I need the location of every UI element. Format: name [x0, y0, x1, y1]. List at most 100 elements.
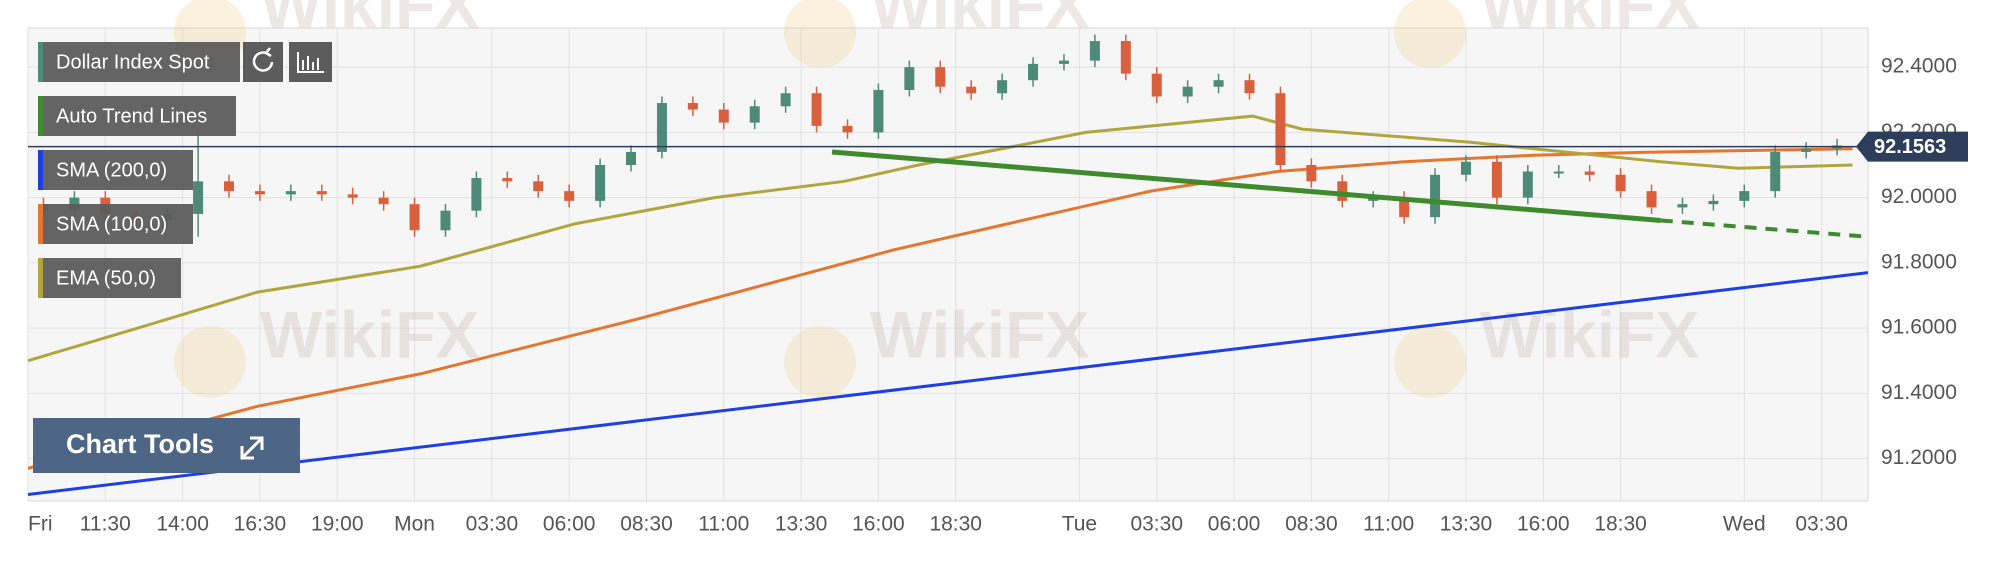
legend-item[interactable]: SMA (100,0) — [38, 204, 193, 244]
legend-swatch — [38, 150, 43, 190]
x-tick-label: Wed — [1723, 513, 1766, 536]
x-tick-label: 19:00 — [311, 513, 364, 536]
legend-item[interactable]: EMA (50,0) — [38, 258, 181, 298]
candle-body — [656, 103, 667, 152]
candle-body — [1244, 80, 1255, 94]
y-tick-label: 92.0000 — [1881, 185, 1957, 208]
candle-body — [1337, 181, 1348, 201]
candle-body — [347, 194, 358, 198]
legend-label: SMA (100,0) — [56, 213, 167, 235]
candle-body — [224, 181, 235, 192]
line-projection — [1660, 218, 1869, 239]
candle-body — [873, 89, 884, 133]
x-tick-label: 03:30 — [466, 513, 519, 536]
legend-item[interactable]: Auto Trend Lines — [38, 96, 236, 136]
expand-icon — [240, 436, 264, 460]
watermark: WikiFX — [1480, 0, 1699, 41]
y-tick-label: 91.8000 — [1881, 250, 1957, 273]
candle-body — [502, 178, 513, 182]
refresh-icon — [252, 47, 274, 72]
candle-body — [285, 191, 296, 195]
watermark: WikiFX — [1480, 297, 1699, 371]
x-tick-label: 03:30 — [1130, 513, 1183, 536]
watermark: WikiFX — [870, 297, 1089, 371]
candle-body — [1120, 41, 1131, 74]
legend-box — [38, 204, 193, 244]
candle-body — [1151, 73, 1162, 97]
legend-box — [38, 96, 236, 136]
candle-body — [904, 67, 915, 90]
candle-body — [935, 67, 946, 87]
x-tick-label: 06:00 — [543, 513, 596, 536]
x-tick-label: 03:30 — [1795, 513, 1848, 536]
candle-body — [1213, 80, 1224, 87]
x-tick-label: 14:00 — [156, 513, 209, 536]
last-value-tag — [1856, 131, 1968, 162]
candle-body — [1708, 200, 1719, 205]
candle-body — [254, 191, 265, 195]
candle-body — [718, 109, 729, 123]
candle-body — [749, 106, 760, 123]
chart-tools-button[interactable]: Chart Tools — [33, 418, 300, 473]
legend-swatch — [38, 258, 43, 298]
watermark-logo — [784, 0, 856, 68]
line — [27, 114, 1853, 363]
candle-body — [842, 125, 853, 133]
x-tick-label: 13:30 — [1440, 513, 1493, 536]
candle-body — [1460, 161, 1471, 175]
legend: Dollar Index Spot Auto Trend Lines SMA (20… — [38, 42, 332, 298]
watermark: WikiFX — [260, 297, 479, 371]
legend-label: Dollar Index Spot — [56, 51, 210, 73]
candle-body — [1368, 197, 1379, 201]
watermark-logo — [1394, 326, 1466, 398]
candle-body — [1399, 197, 1410, 218]
legend-swatch — [38, 96, 43, 136]
x-tick-label: 11:00 — [1363, 513, 1414, 536]
x-tick-label: Tue — [1062, 513, 1097, 536]
legend-label: SMA (200,0) — [56, 159, 167, 181]
legend-label: Auto Trend Lines — [56, 105, 207, 127]
candle-body — [626, 151, 637, 166]
y-tick-label: 92.4000 — [1881, 55, 1957, 78]
y-tick-label: 91.6000 — [1881, 316, 1957, 339]
axes: 91.200091.400091.600091.800092.000092.20… — [28, 55, 1968, 536]
watermark-logo — [174, 326, 246, 398]
candle-body — [1770, 151, 1781, 192]
watermark: WikiFX — [260, 0, 479, 41]
legend-box — [38, 258, 181, 298]
legend-box — [38, 150, 193, 190]
candle-body — [533, 181, 544, 192]
x-tick-label: 18:30 — [1594, 513, 1647, 536]
candle-body — [1306, 165, 1317, 182]
candle-body — [1275, 93, 1286, 166]
button-label[interactable]: Chart Tools — [66, 429, 214, 459]
candle-body — [595, 165, 606, 201]
y-tick-label: 91.2000 — [1881, 446, 1957, 469]
legend-item[interactable]: SMA (200,0) — [38, 150, 193, 190]
candle-body — [1522, 171, 1533, 198]
x-tick-label: 16:30 — [234, 513, 287, 536]
legend-swatch — [38, 42, 43, 82]
candle-body — [316, 191, 327, 195]
refresh-button — [243, 42, 283, 82]
candle-body — [997, 80, 1008, 94]
candle-body — [966, 86, 977, 94]
candle-body — [780, 93, 791, 107]
watermark-logo — [1394, 0, 1466, 68]
legend-item[interactable]: Dollar Index Spot — [38, 42, 240, 82]
candle-body — [1430, 174, 1441, 218]
settings-button — [289, 42, 332, 82]
line — [831, 149, 1662, 223]
marks — [27, 34, 1869, 496]
candle-body — [1584, 171, 1595, 175]
x-tick-label: 13:30 — [775, 513, 828, 536]
x-tick-label: 08:30 — [620, 513, 673, 536]
candle-body — [1646, 191, 1657, 208]
line — [27, 271, 1869, 496]
x-tick-label: 16:00 — [1517, 513, 1570, 536]
x-tick-label: 11:30 — [80, 513, 131, 536]
plot-area — [27, 27, 1869, 502]
candle-body — [1058, 60, 1069, 64]
candle-body — [378, 197, 389, 205]
